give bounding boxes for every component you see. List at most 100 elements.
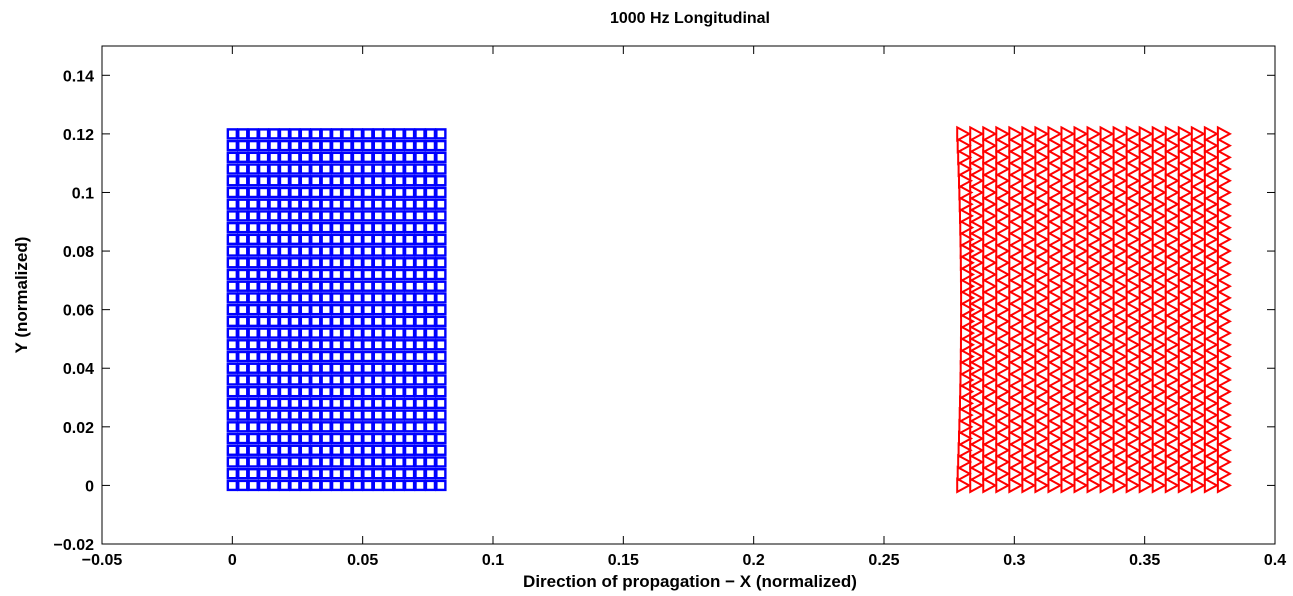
data-point <box>1190 160 1206 178</box>
data-point <box>995 313 1011 330</box>
data-point <box>1203 418 1219 436</box>
data-point <box>1060 231 1076 248</box>
data-point <box>969 406 985 424</box>
data-point <box>299 257 312 269</box>
data-point <box>1164 160 1180 178</box>
data-point <box>403 456 416 468</box>
data-point <box>1203 313 1219 330</box>
data-point <box>1216 266 1232 283</box>
data-point <box>268 327 280 339</box>
data-point <box>1138 149 1154 166</box>
data-point <box>435 479 447 492</box>
data-point <box>1112 207 1128 225</box>
data-point <box>1034 477 1050 494</box>
data-point <box>393 350 405 363</box>
data-point <box>1151 348 1167 365</box>
data-point <box>1086 477 1102 494</box>
data-point <box>393 233 405 246</box>
data-point <box>1060 418 1076 436</box>
data-point <box>1060 278 1076 295</box>
data-point <box>1008 266 1024 283</box>
data-point <box>435 175 447 187</box>
data-point <box>372 374 385 386</box>
data-point <box>383 432 395 445</box>
data-point <box>1164 477 1180 494</box>
data-point <box>320 139 332 152</box>
data-point <box>1203 395 1219 412</box>
data-point <box>982 184 998 201</box>
data-point <box>1086 172 1102 189</box>
data-point <box>1151 418 1167 436</box>
data-point <box>320 303 332 316</box>
data-point <box>247 257 259 269</box>
data-point <box>982 442 998 459</box>
data-point <box>330 385 343 398</box>
data-point <box>1138 301 1154 318</box>
data-point <box>424 421 437 433</box>
data-point <box>299 397 312 410</box>
data-point <box>299 139 312 152</box>
data-point <box>362 292 374 304</box>
data-point <box>1086 395 1102 412</box>
data-point <box>1047 184 1063 201</box>
data-point <box>393 385 405 398</box>
data-point <box>278 421 291 433</box>
data-point <box>424 233 437 246</box>
data-point <box>1190 231 1206 248</box>
data-point <box>247 280 259 292</box>
data-point <box>289 292 301 304</box>
data-point <box>1073 231 1089 248</box>
data-point <box>1008 125 1024 143</box>
data-point <box>1073 371 1089 389</box>
data-point <box>247 479 259 492</box>
data-point <box>383 350 395 363</box>
data-point <box>1008 196 1024 213</box>
data-point <box>1008 371 1024 389</box>
data-point <box>403 397 416 410</box>
data-point <box>1138 453 1154 471</box>
data-point <box>330 139 343 152</box>
data-point <box>1203 278 1219 295</box>
data-point <box>435 210 447 222</box>
data-point <box>289 186 301 199</box>
data-point <box>247 268 259 281</box>
data-point <box>320 409 332 421</box>
data-point <box>1177 160 1193 178</box>
data-point <box>310 268 322 281</box>
data-point <box>278 175 291 187</box>
data-point <box>257 268 270 281</box>
data-point <box>362 175 374 187</box>
data-point <box>1086 196 1102 213</box>
data-point <box>372 479 385 492</box>
data-point <box>435 257 447 269</box>
data-point <box>226 221 239 234</box>
data-point <box>1125 137 1141 154</box>
data-point <box>959 371 975 389</box>
data-point <box>982 172 998 189</box>
data-point <box>1021 242 1037 260</box>
data-point <box>299 280 312 292</box>
data-point <box>393 327 405 339</box>
data-point <box>1073 219 1089 236</box>
data-point <box>278 210 291 222</box>
data-point <box>393 280 405 292</box>
data-point <box>351 444 364 456</box>
data-point <box>995 324 1011 342</box>
data-point <box>1138 430 1154 447</box>
data-point <box>956 137 972 154</box>
data-point <box>957 442 973 459</box>
data-point <box>237 233 249 246</box>
data-point <box>1216 149 1232 166</box>
data-point <box>310 128 322 140</box>
data-point <box>341 385 353 398</box>
data-point <box>1086 371 1102 389</box>
data-point <box>1216 242 1232 260</box>
data-point <box>1112 465 1128 482</box>
data-point <box>237 479 249 492</box>
data-point <box>1125 266 1141 283</box>
data-point <box>1203 360 1219 377</box>
data-point <box>1190 196 1206 213</box>
data-point <box>362 456 374 468</box>
data-point <box>1099 324 1115 342</box>
